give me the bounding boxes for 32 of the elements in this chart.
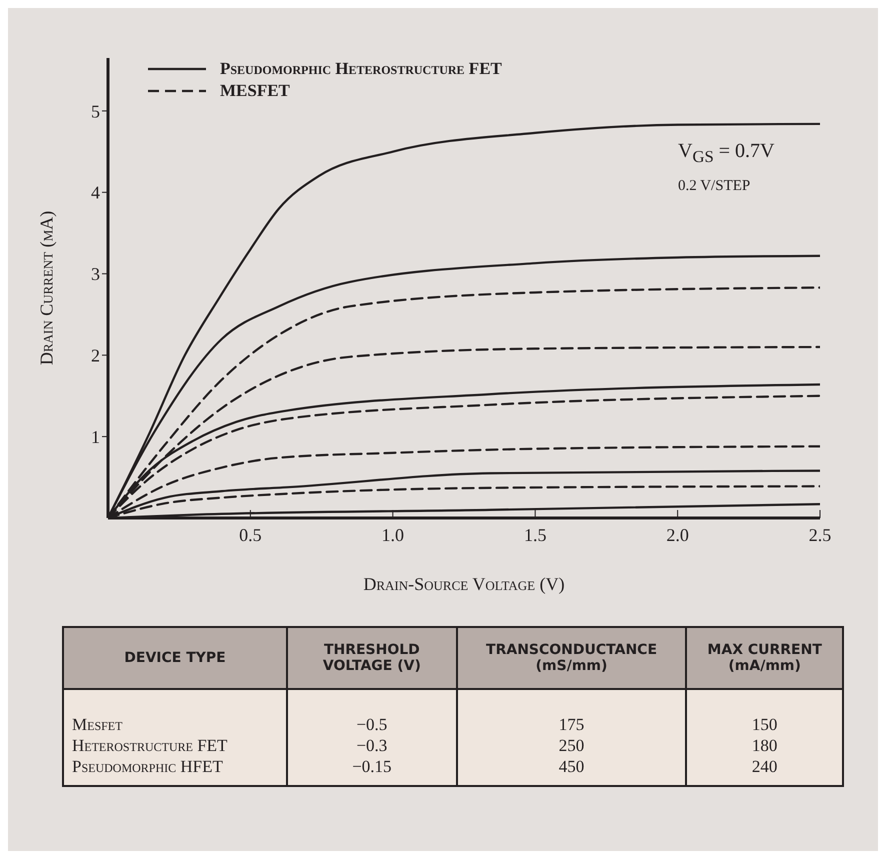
text: 175 [456, 689, 686, 735]
x-axis-title: Drain-Source Voltage (V) [363, 574, 565, 594]
y-axis-title: Drain Current (mA) [36, 210, 56, 366]
x-tick-label: 2.5 [808, 524, 832, 545]
text: 150 [686, 689, 843, 735]
text: −0.3 [287, 735, 457, 756]
category-label: MAX CURRENT (mA/mm) [686, 627, 843, 689]
text: −0.5 [287, 689, 457, 735]
x-tick-label: 1.5 [524, 524, 546, 545]
y-tick-label: 3 [91, 264, 100, 284]
text: 240 [686, 756, 843, 786]
y-tick-label: 2 [91, 346, 100, 366]
annotation: 0.2 V/STEP [678, 178, 750, 195]
category-label: Mesfet [72, 715, 122, 734]
x-tick-label: 0.5 [239, 524, 262, 545]
category-label: THRESHOLD VOLTAGE (V) [287, 627, 457, 689]
x-tick-label: 2.0 [666, 524, 689, 545]
x-tick-label: 1.0 [382, 524, 404, 545]
y-tick-label: 5 [91, 101, 100, 122]
legend-label: Pseudomorphic Heterostructure FET [220, 59, 502, 79]
text: 450 [456, 756, 686, 786]
text: DEVICE TYPE [63, 627, 287, 689]
legend-label: MESFET [220, 81, 290, 101]
text: 180 [686, 735, 843, 756]
category-label: Pseudomorphic HFET [72, 757, 223, 776]
text: 250 [456, 735, 686, 756]
text: −0.15 [287, 756, 457, 786]
category-label: Heterostructure FET [72, 736, 228, 755]
annotation: V$_{GS}$ = 0.7V [678, 140, 774, 167]
y-tick-label: 1 [91, 426, 100, 447]
category-label: TRANSCONDUCTANCE (mS/mm) [456, 627, 686, 689]
y-tick-label: 4 [91, 182, 100, 203]
